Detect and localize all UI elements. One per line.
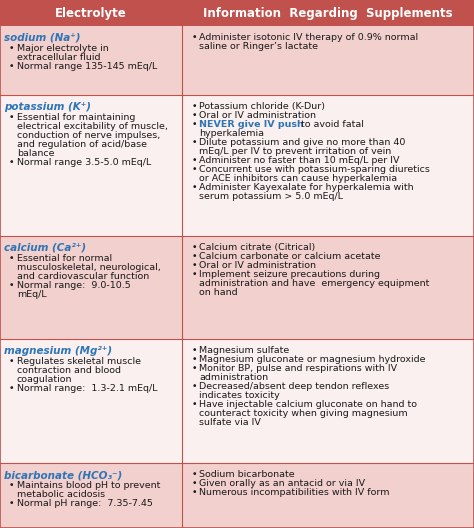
Text: NEVER give IV push: NEVER give IV push (200, 120, 304, 129)
Text: Major electrolyte in: Major electrolyte in (17, 44, 109, 53)
Text: balance: balance (17, 149, 55, 158)
Text: hyperkalemia: hyperkalemia (200, 129, 264, 138)
Text: •: • (191, 382, 197, 391)
Text: Calcium carbonate or calcium acetate: Calcium carbonate or calcium acetate (200, 252, 381, 261)
Bar (0, 95, 474, 236)
Text: Implement seizure precautions during: Implement seizure precautions during (200, 270, 381, 279)
Bar (0, 339, 474, 463)
Text: saline or Ringer’s lactate: saline or Ringer’s lactate (200, 42, 319, 51)
Text: •: • (9, 112, 15, 122)
Text: magnesium (Mg²⁺): magnesium (Mg²⁺) (4, 346, 112, 356)
Text: electrical excitability of muscle,: electrical excitability of muscle, (17, 122, 168, 131)
Text: calcium (Ca²⁺): calcium (Ca²⁺) (4, 243, 86, 253)
Text: to avoid fatal: to avoid fatal (298, 120, 364, 129)
Text: •: • (9, 62, 15, 71)
Text: Normal range:  9.0-10.5: Normal range: 9.0-10.5 (17, 281, 131, 290)
Text: mEq/L per IV to prevent irritation of vein: mEq/L per IV to prevent irritation of ve… (200, 147, 392, 156)
Text: Oral or IV administration: Oral or IV administration (200, 261, 317, 270)
Text: •: • (191, 165, 197, 174)
Text: •: • (9, 158, 15, 167)
Text: Given orally as an antacid or via IV: Given orally as an antacid or via IV (200, 479, 365, 488)
Text: Electrolyte: Electrolyte (55, 6, 127, 20)
Text: •: • (191, 479, 197, 488)
Text: Have injectable calcium gluconate on hand to: Have injectable calcium gluconate on han… (200, 400, 418, 409)
Text: •: • (191, 364, 197, 373)
Text: conduction of nerve impulses,: conduction of nerve impulses, (17, 131, 160, 140)
Text: •: • (191, 33, 197, 42)
Text: •: • (191, 156, 197, 165)
Text: •: • (9, 44, 15, 53)
Bar (0, 463, 474, 528)
Text: •: • (9, 281, 15, 290)
Text: metabolic acidosis: metabolic acidosis (17, 490, 105, 499)
Text: bicarbonate (HCO₃⁻): bicarbonate (HCO₃⁻) (4, 470, 122, 480)
Text: Potassium chloride (K-Dur): Potassium chloride (K-Dur) (200, 102, 326, 111)
Text: Magnesium gluconate or magnesium hydroxide: Magnesium gluconate or magnesium hydroxi… (200, 355, 426, 364)
Text: •: • (191, 355, 197, 364)
Text: Calcium citrate (Citrical): Calcium citrate (Citrical) (200, 243, 316, 252)
Text: potassium (K⁺): potassium (K⁺) (4, 102, 91, 112)
Text: Numerous incompatibilities with IV form: Numerous incompatibilities with IV form (200, 488, 390, 497)
Text: •: • (191, 243, 197, 252)
Text: sodium (Na⁺): sodium (Na⁺) (4, 33, 81, 43)
Text: Dilute potassium and give no more than 40: Dilute potassium and give no more than 4… (200, 138, 406, 147)
Text: Administer isotonic IV therapy of 0.9% normal: Administer isotonic IV therapy of 0.9% n… (200, 33, 419, 42)
Text: Monitor BP, pulse and respirations with IV: Monitor BP, pulse and respirations with … (200, 364, 398, 373)
Text: or ACE inhibitors can cause hyperkalemia: or ACE inhibitors can cause hyperkalemia (200, 174, 398, 183)
Text: Magnesium sulfate: Magnesium sulfate (200, 346, 290, 355)
Text: •: • (191, 120, 197, 129)
Bar (0, 0, 474, 26)
Text: administration and have  emergency equipment: administration and have emergency equipm… (200, 279, 430, 288)
Text: •: • (191, 138, 197, 147)
Text: Normal pH range:  7.35-7.45: Normal pH range: 7.35-7.45 (17, 499, 153, 508)
Text: •: • (191, 183, 197, 192)
Text: •: • (191, 252, 197, 261)
Text: •: • (191, 488, 197, 497)
Text: and cardiovascular function: and cardiovascular function (17, 272, 149, 281)
Text: and regulation of acid/base: and regulation of acid/base (17, 140, 147, 149)
Text: administration: administration (200, 373, 269, 382)
Text: Regulates skeletal muscle: Regulates skeletal muscle (17, 357, 141, 366)
Text: •: • (191, 400, 197, 409)
Text: •: • (9, 357, 15, 366)
Text: Essential for maintaining: Essential for maintaining (17, 112, 136, 122)
Text: •: • (9, 254, 15, 263)
Text: Administer Kayexalate for hyperkalemia with: Administer Kayexalate for hyperkalemia w… (200, 183, 414, 192)
Text: Sodium bicarbonate: Sodium bicarbonate (200, 470, 295, 479)
Text: •: • (9, 384, 15, 393)
Text: •: • (9, 481, 15, 490)
Text: •: • (191, 470, 197, 479)
Text: Oral or IV administration: Oral or IV administration (200, 111, 317, 120)
Text: •: • (191, 261, 197, 270)
Text: sulfate via IV: sulfate via IV (200, 418, 261, 427)
Text: Information  Regarding  Supplements: Information Regarding Supplements (203, 6, 453, 20)
Text: on hand: on hand (200, 288, 238, 297)
Text: •: • (191, 102, 197, 111)
Bar (0, 236, 474, 339)
Text: mEq/L: mEq/L (17, 290, 46, 299)
Text: contraction and blood: contraction and blood (17, 366, 121, 375)
Text: Normal range:  1.3-2.1 mEq/L: Normal range: 1.3-2.1 mEq/L (17, 384, 157, 393)
Text: serum potassium > 5.0 mEq/L: serum potassium > 5.0 mEq/L (200, 192, 344, 201)
Text: •: • (191, 346, 197, 355)
Text: Normal range 3.5-5.0 mEq/L: Normal range 3.5-5.0 mEq/L (17, 158, 151, 167)
Text: Maintains blood pH to prevent: Maintains blood pH to prevent (17, 481, 160, 490)
Text: •: • (9, 499, 15, 508)
Text: indicates toxicity: indicates toxicity (200, 391, 280, 400)
Text: •: • (191, 111, 197, 120)
Text: Concurrent use with potassium-sparing diuretics: Concurrent use with potassium-sparing di… (200, 165, 430, 174)
Bar (0, 26, 474, 95)
Text: Decreased/absent deep tendon reflexes: Decreased/absent deep tendon reflexes (200, 382, 390, 391)
Text: Administer no faster than 10 mEq/L per IV: Administer no faster than 10 mEq/L per I… (200, 156, 400, 165)
Text: Normal range 135-145 mEq/L: Normal range 135-145 mEq/L (17, 62, 157, 71)
Text: •: • (191, 270, 197, 279)
Text: counteract toxicity when giving magnesium: counteract toxicity when giving magnesiu… (200, 409, 408, 418)
Text: Essential for normal: Essential for normal (17, 254, 112, 263)
Text: extracellular fluid: extracellular fluid (17, 53, 100, 62)
Text: musculoskeletal, neurological,: musculoskeletal, neurological, (17, 263, 161, 272)
Text: coagulation: coagulation (17, 375, 73, 384)
